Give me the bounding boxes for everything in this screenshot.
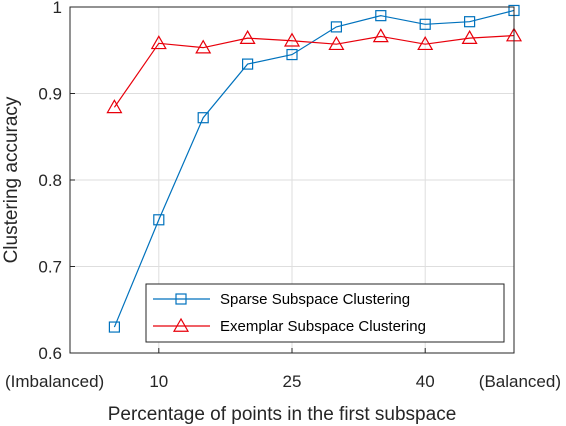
series-layer	[106, 4, 523, 333]
y-tick-label: 0.7	[38, 258, 62, 277]
exemplar-subspace-clustering-point	[372, 28, 389, 43]
sparse-subspace-clustering-point	[464, 16, 476, 28]
y-tick-label: 0.9	[38, 85, 62, 104]
exemplar-subspace-clustering-point	[417, 35, 434, 51]
exemplar-subspace-clustering-point	[239, 29, 256, 44]
exemplar-subspace-clustering-point	[106, 99, 123, 114]
sparse-subspace-clustering-point	[197, 112, 209, 124]
y-tick-label: 0.8	[38, 171, 62, 190]
x-tick-label: (Balanced)	[479, 372, 561, 391]
sparse-subspace-clustering-point	[108, 321, 121, 333]
exemplar-subspace-clustering-line	[113, 34, 515, 108]
sparse-subspace-clustering-point	[153, 214, 165, 226]
sparse-subspace-clustering-point	[375, 10, 387, 22]
legend-marker-exemplar-subspace-clustering	[172, 317, 190, 332]
legend-label-exemplar-subspace-clustering: Exemplar Subspace Clustering	[220, 318, 426, 335]
sparse-subspace-clustering-point	[286, 48, 298, 61]
exemplar-subspace-clustering-point	[283, 32, 301, 47]
series-exemplar-subspace-clustering	[106, 27, 523, 114]
y-axis-label: Clustering accuracy	[1, 96, 22, 263]
x-axis-label: Percentage of points in the first subspa…	[108, 404, 457, 425]
exemplar-subspace-clustering-point	[461, 29, 478, 44]
x-tick-label: 10	[149, 372, 168, 391]
y-tick-label: 0.6	[38, 344, 62, 363]
x-tick-label: 40	[416, 372, 435, 391]
sparse-subspace-clustering-point	[330, 21, 342, 33]
y-tick-label: 1	[53, 0, 62, 17]
sparse-subspace-clustering-point	[242, 58, 254, 70]
legend-box	[145, 283, 505, 343]
legend: Sparse Subspace Clustering Exemplar Subsp…	[145, 283, 505, 343]
exemplar-subspace-clustering-point	[150, 35, 167, 50]
series-sparse-subspace-clustering	[108, 4, 520, 333]
sparse-subspace-clustering-point	[419, 18, 431, 30]
sparse-subspace-clustering-line	[113, 9, 515, 328]
exemplar-subspace-clustering-point	[195, 39, 212, 54]
x-tick-label: (Imbalanced)	[5, 372, 104, 391]
axis-ticks: (Imbalanced) 10 25 40 (Balanced) 0.6 0.7 0.8 0.9…	[5, 0, 561, 391]
exemplar-subspace-clustering-point	[328, 35, 345, 51]
legend-label-sparse-subspace-clustering: Sparse Subspace Clustering	[220, 291, 410, 308]
legend-marker-sparse-subspace-clustering	[175, 293, 187, 305]
x-tick-label: 25	[283, 372, 302, 391]
